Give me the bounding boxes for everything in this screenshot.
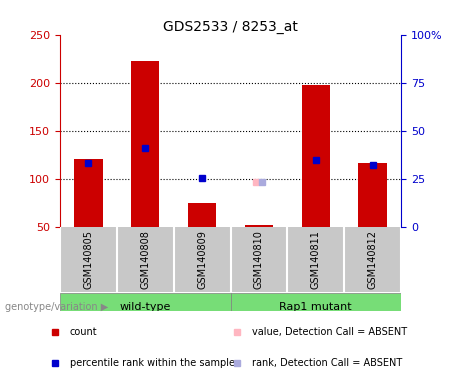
Bar <box>230 293 401 321</box>
Text: value, Detection Call = ABSENT: value, Detection Call = ABSENT <box>252 327 407 337</box>
Text: genotype/variation ▶: genotype/variation ▶ <box>5 302 108 312</box>
Text: rank, Detection Call = ABSENT: rank, Detection Call = ABSENT <box>252 358 402 368</box>
Text: count: count <box>70 327 97 337</box>
Text: GSM140811: GSM140811 <box>311 230 321 289</box>
Text: wild-type: wild-type <box>119 302 171 312</box>
Text: GSM140805: GSM140805 <box>83 230 94 289</box>
Bar <box>74 159 102 227</box>
Text: GSM140812: GSM140812 <box>367 230 378 289</box>
Bar <box>245 225 273 227</box>
Bar <box>301 86 330 227</box>
Text: GSM140808: GSM140808 <box>140 230 150 289</box>
Text: GSM140810: GSM140810 <box>254 230 264 289</box>
Text: GSM140809: GSM140809 <box>197 230 207 289</box>
Text: Rap1 mutant: Rap1 mutant <box>279 302 352 312</box>
Text: percentile rank within the sample: percentile rank within the sample <box>70 358 235 368</box>
Bar <box>358 163 387 227</box>
Bar <box>60 293 230 321</box>
Bar <box>188 203 216 227</box>
Title: GDS2533 / 8253_at: GDS2533 / 8253_at <box>163 20 298 33</box>
Bar <box>131 61 160 227</box>
